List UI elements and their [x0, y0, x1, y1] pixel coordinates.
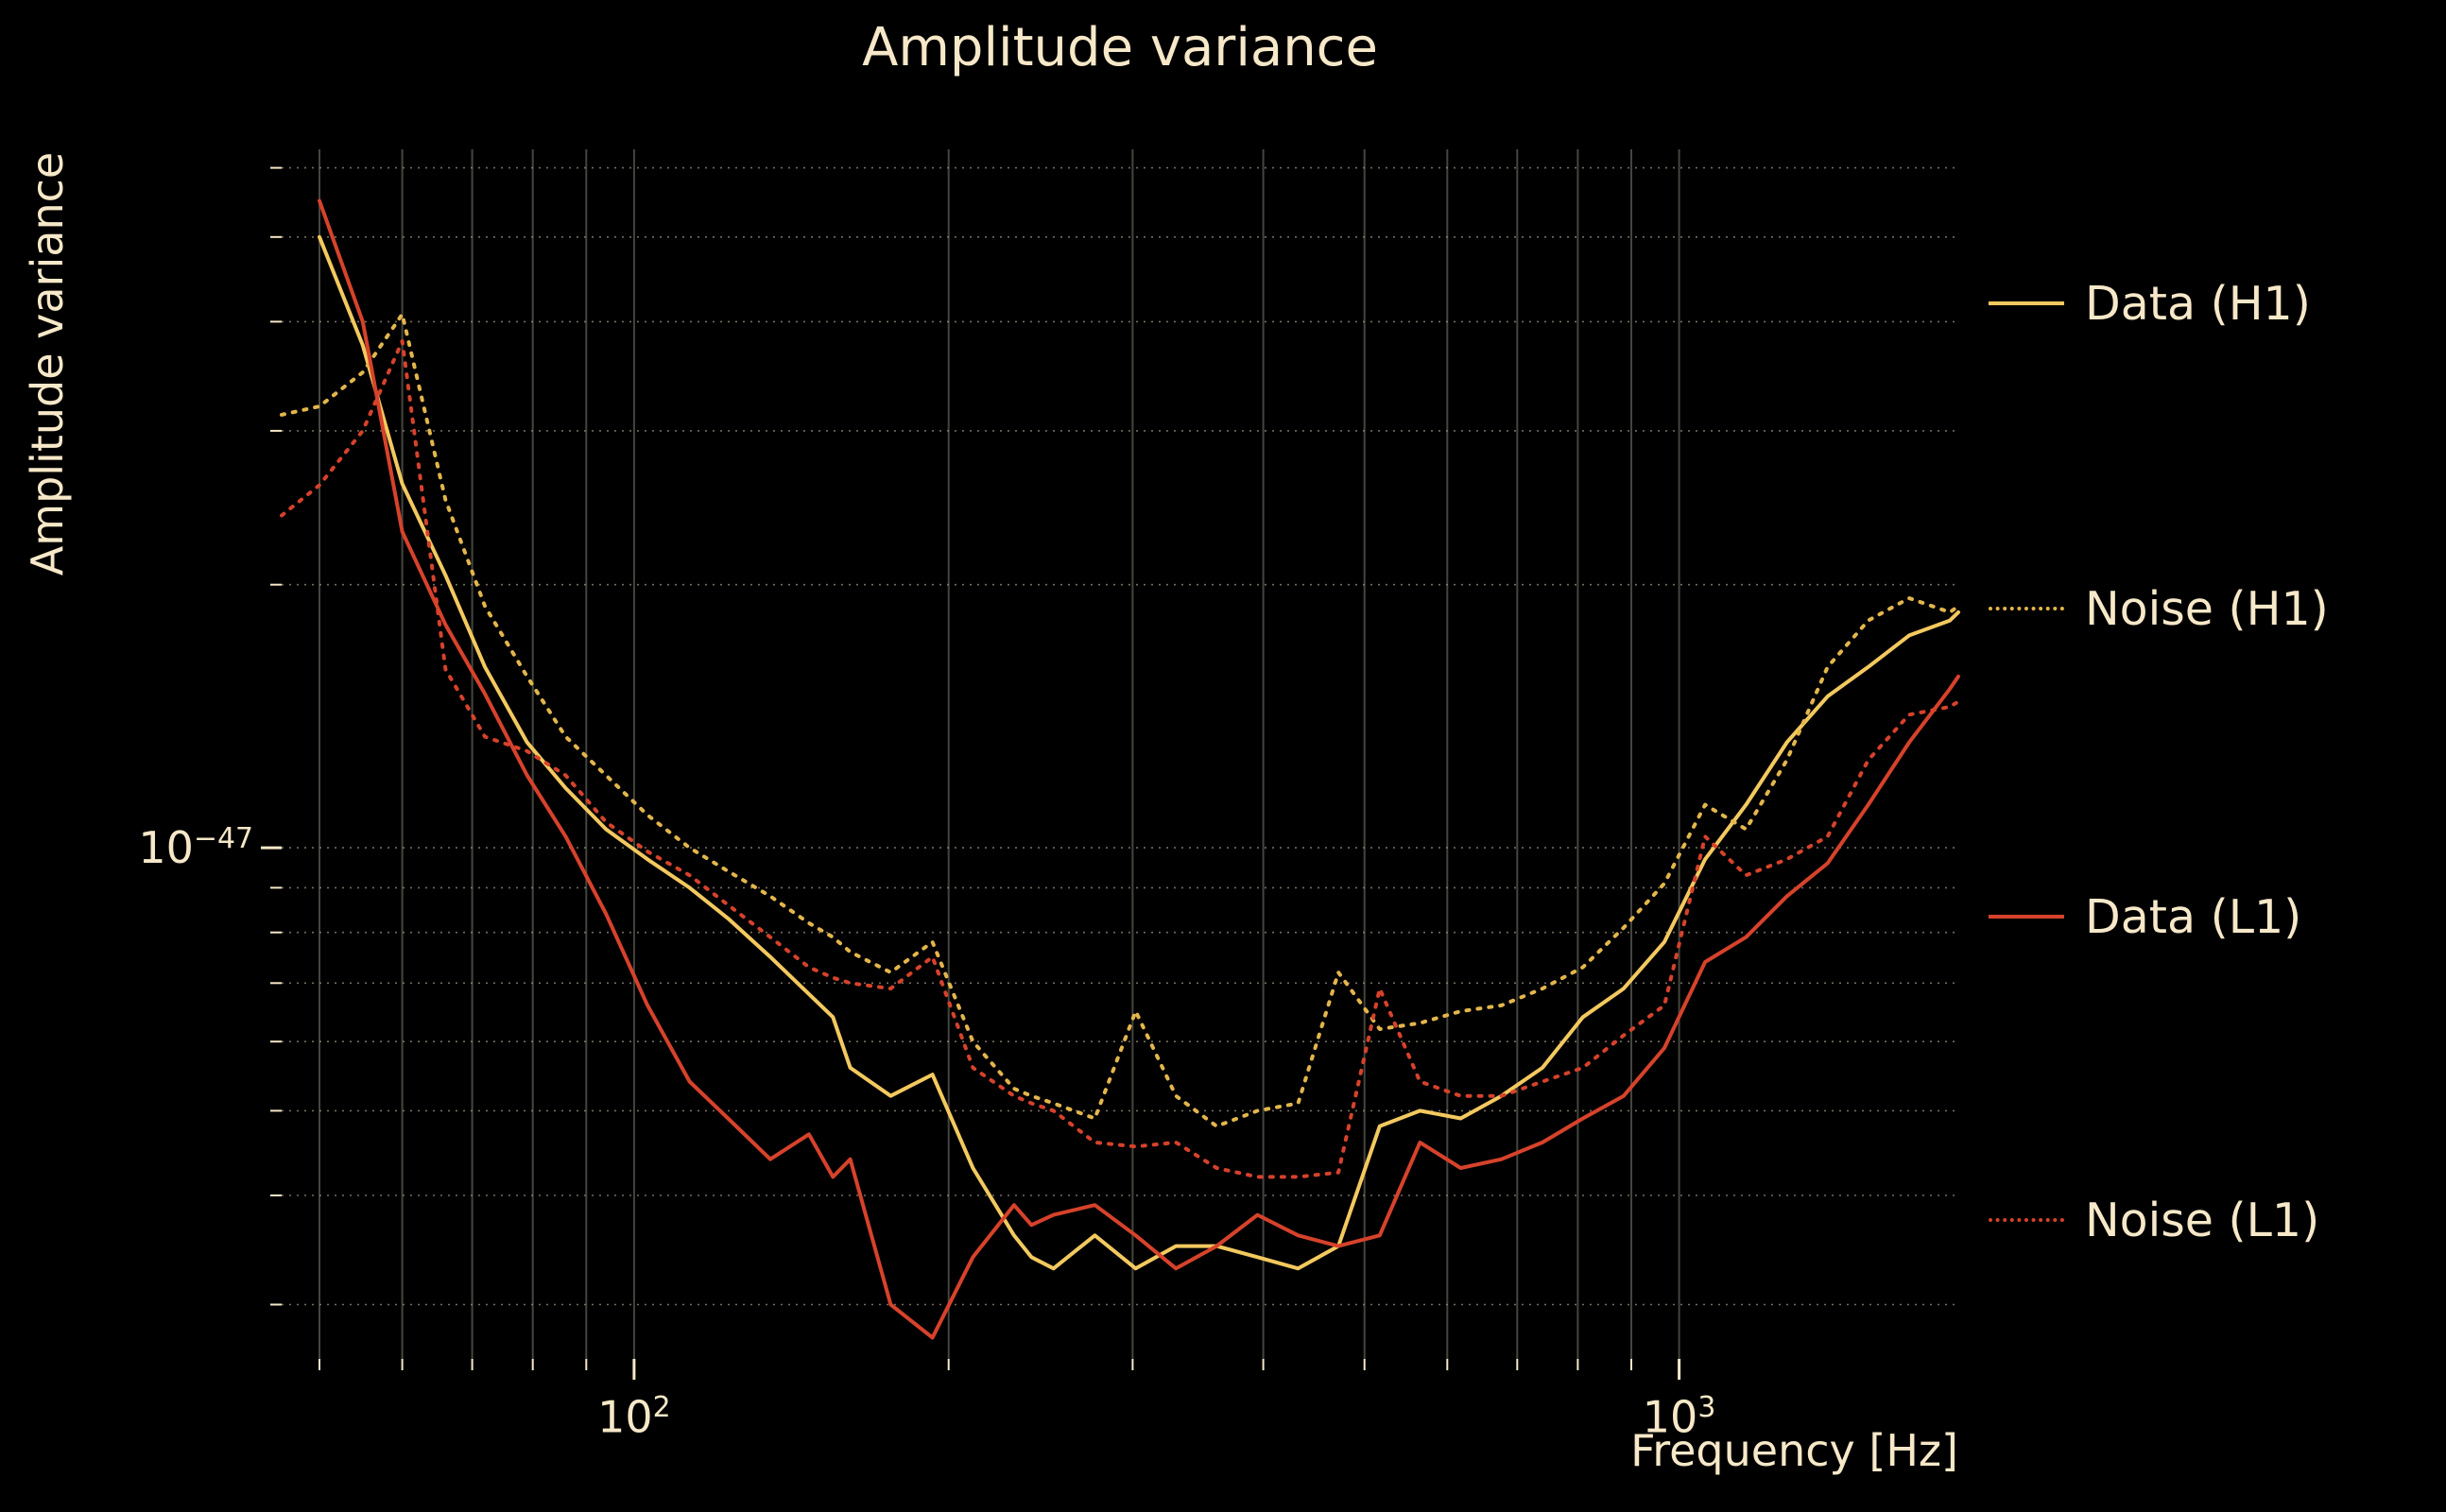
legend-label-data-l1: Data (L1) — [2085, 889, 2302, 944]
series-line-0 — [318, 234, 1960, 1271]
legend-item-noise-h1: Noise (H1) — [1989, 579, 2329, 638]
x-tick-label-100: 102 — [597, 1391, 671, 1443]
legend-item-data-l1: Data (L1) — [1989, 887, 2301, 946]
legend-line-sample-data-l1 — [1989, 915, 2064, 919]
x-axis-label: Frequency [Hz] — [1630, 1425, 1958, 1476]
legend-line-sample-noise-h1 — [1989, 607, 2064, 610]
legend: Data (H1) Noise (H1) Data (L1) Noise (L1… — [1989, 0, 2442, 1512]
legend-line-sample-data-h1 — [1989, 301, 2064, 305]
series-line-2 — [318, 198, 1960, 1340]
legend-item-data-h1: Data (H1) — [1989, 274, 2311, 333]
y-tick-label-1e-47: 10−47 — [138, 821, 253, 874]
y-axis-label: Amplitude variance — [22, 151, 73, 576]
legend-label-noise-l1: Noise (L1) — [2085, 1193, 2320, 1247]
legend-label-noise-h1: Noise (H1) — [2085, 581, 2329, 636]
legend-label-data-h1: Data (H1) — [2085, 276, 2311, 331]
x-tick-label-1000: 103 — [1642, 1391, 1716, 1443]
series-line-3 — [280, 339, 1960, 1179]
chart-title: Amplitude variance — [862, 17, 1378, 78]
legend-line-sample-noise-l1 — [1989, 1218, 2064, 1222]
legend-item-noise-l1: Noise (L1) — [1989, 1191, 2319, 1249]
